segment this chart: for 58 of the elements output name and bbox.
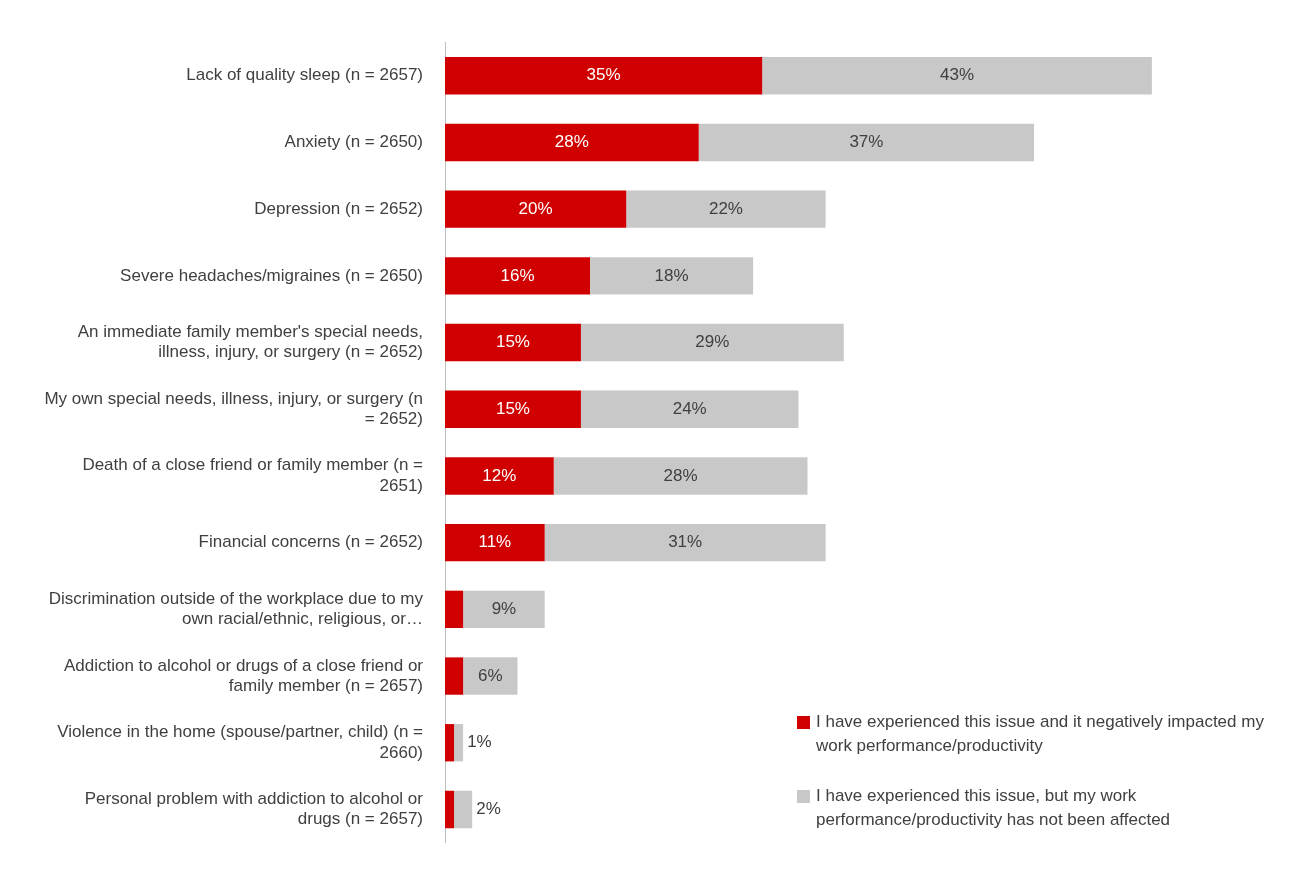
- bar: [463, 657, 518, 695]
- y-tick-label: Lack of quality sleep (n = 2657): [186, 65, 423, 85]
- bar: [445, 457, 554, 495]
- bar: [463, 590, 545, 629]
- bar: [580, 390, 799, 428]
- data-label: 1%: [467, 732, 492, 752]
- data-label: 29%: [695, 332, 730, 352]
- y-tick-label: My own special needs, illness, injury, or surgery (n = 2652): [44, 388, 423, 429]
- data-label: 16%: [500, 265, 535, 285]
- bar: [590, 257, 754, 295]
- bar: [454, 724, 464, 762]
- legend-label: I have experienced this issue and it negatively impacted my work performance/productivity: [816, 711, 1265, 757]
- data-label: 6%: [478, 665, 503, 685]
- data-label: 20%: [518, 198, 553, 218]
- bar: [762, 57, 1152, 95]
- bar: [445, 657, 464, 695]
- data-label: 18%: [654, 265, 689, 285]
- bar: [580, 323, 844, 362]
- data-label: 43%: [940, 65, 975, 85]
- bar: [553, 457, 808, 495]
- y-tick-label: An immediate family member's special needs, illness, injury, or surgery (n = 2652): [77, 322, 423, 362]
- data-label: 2%: [476, 799, 501, 819]
- bar: [445, 57, 763, 95]
- data-label: 22%: [708, 198, 743, 218]
- data-label: 15%: [495, 398, 530, 418]
- y-tick-label: Violence in the home (spouse/partner, child) (n = 2660): [57, 722, 424, 762]
- bar: [445, 190, 627, 228]
- bar: [445, 390, 581, 428]
- bar: [445, 123, 699, 162]
- data-label: 9%: [491, 599, 517, 619]
- bar: [544, 523, 826, 562]
- bar: [626, 190, 826, 228]
- bar: [445, 790, 455, 829]
- data-label: 31%: [668, 532, 703, 552]
- bar: [445, 590, 464, 629]
- y-tick-label: Anxiety (n = 2650): [284, 132, 423, 152]
- bar: [445, 323, 581, 362]
- bar: [445, 257, 590, 295]
- bar: [445, 523, 545, 562]
- legend-label: I have experienced this issue, but my work performance/productivity has not been affected: [816, 785, 1172, 831]
- y-tick-label: Severe headaches/migraines (n = 2650): [120, 265, 423, 285]
- bar: [698, 123, 1035, 162]
- data-label: 11%: [478, 532, 512, 552]
- data-label: 28%: [663, 465, 698, 485]
- data-label: 12%: [482, 465, 517, 485]
- y-tick-label: Addiction to alcohol or drugs of a close friend or family member (n = 2657): [63, 655, 424, 695]
- data-label: 37%: [849, 132, 884, 152]
- data-label: 35%: [586, 65, 621, 85]
- data-label: 15%: [495, 332, 530, 352]
- bar: [454, 790, 473, 829]
- data-label: 24%: [672, 398, 707, 418]
- bar: [445, 724, 455, 762]
- y-tick-label: Depression (n = 2652): [254, 198, 423, 218]
- y-tick-label: Personal problem with addiction to alcohol or drugs (n = 2657): [84, 788, 424, 829]
- data-label: 28%: [554, 132, 589, 152]
- y-tick-label: Death of a close friend or family member (n = 2651): [82, 455, 424, 495]
- y-tick-label: Discrimination outside of the workplace due to my own racial/ethnic, religious, or…: [48, 588, 424, 629]
- y-tick-label: Financial concerns (n = 2652): [198, 532, 423, 552]
